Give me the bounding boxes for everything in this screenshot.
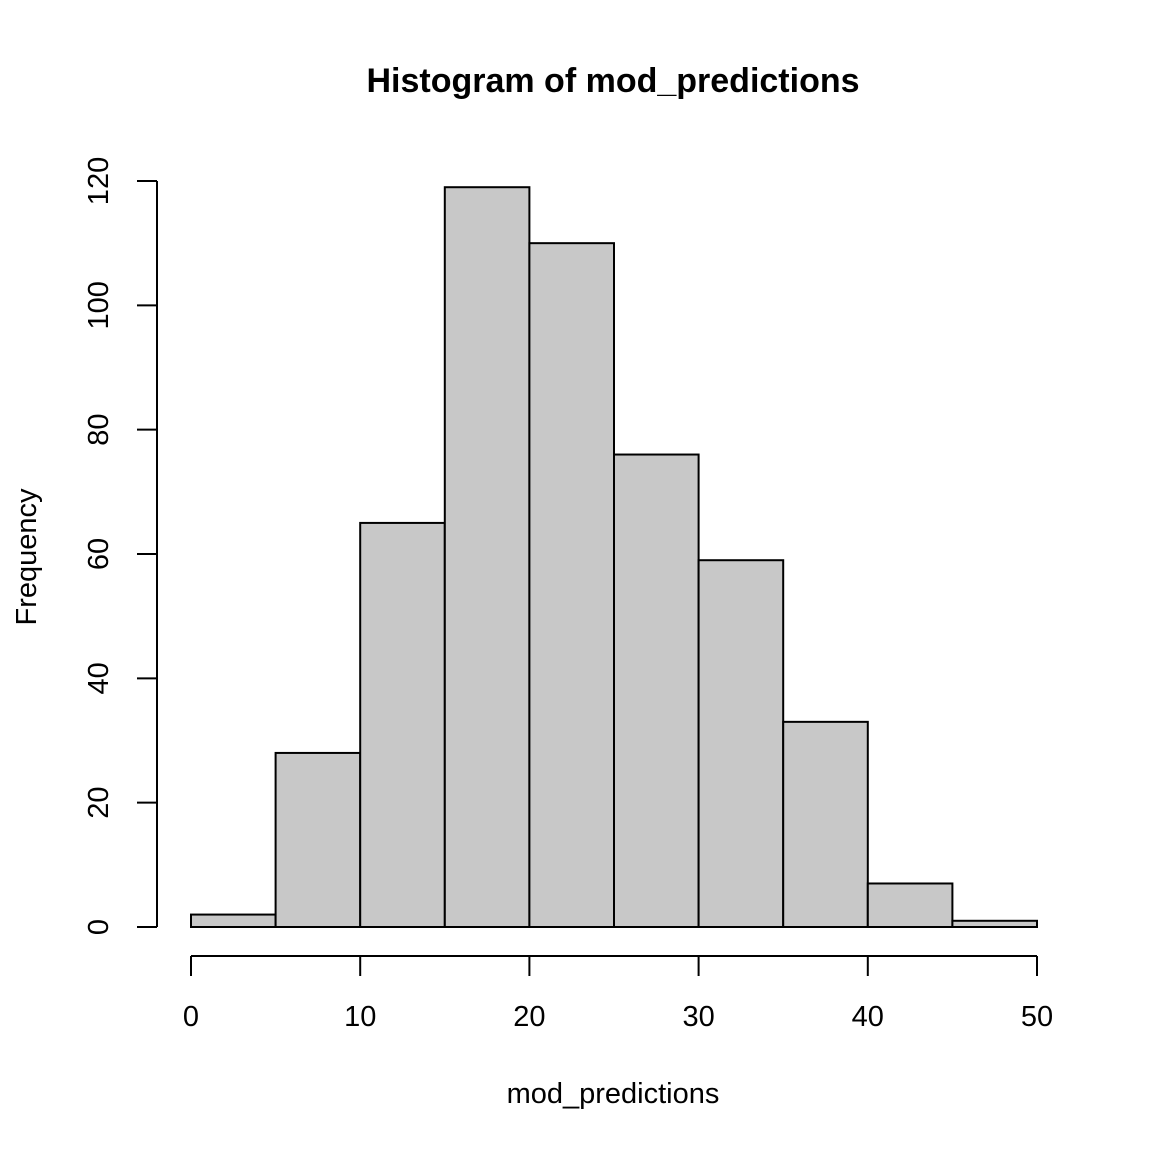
x-tick-label-5: 50 [1021,1001,1053,1033]
histogram-bar-1 [274,751,362,929]
y-tick-label-4: 80 [83,414,115,446]
x-tick-label-0: 0 [183,1001,199,1033]
histogram-bar-8 [866,882,954,929]
y-tick-label-1: 20 [83,787,115,819]
y-tick-label-0: 0 [83,919,115,935]
histogram-bar-5 [613,453,700,928]
x-tick-label-1: 10 [344,1001,376,1033]
x-tick-label-2: 20 [513,1001,545,1033]
x-axis: 0 10 20 30 40 50 [183,955,1053,1033]
x-tick-label-4: 40 [852,1001,884,1033]
histogram-bar-6 [697,559,785,928]
histogram-bar-2 [359,521,446,929]
y-tick-label-2: 40 [83,662,115,694]
x-tick-label-3: 30 [682,1001,714,1033]
histogram-bar-4 [528,242,616,928]
bars-group [190,186,1039,929]
y-axis-label: Frequency [11,488,43,626]
chart-title: Histogram of mod_predictions [366,62,859,100]
histogram-bar-7 [782,720,869,928]
y-tick-label-3: 60 [83,538,115,570]
histogram-bar-0 [190,913,277,928]
histogram-bar-3 [443,186,531,928]
y-tick-label-6: 120 [83,157,115,205]
y-tick-label-5: 100 [83,281,115,329]
histogram-bar-9 [951,919,1039,928]
y-axis: 0 20 40 60 80 100 120 [83,157,158,935]
x-axis-label: mod_predictions [507,1078,720,1110]
